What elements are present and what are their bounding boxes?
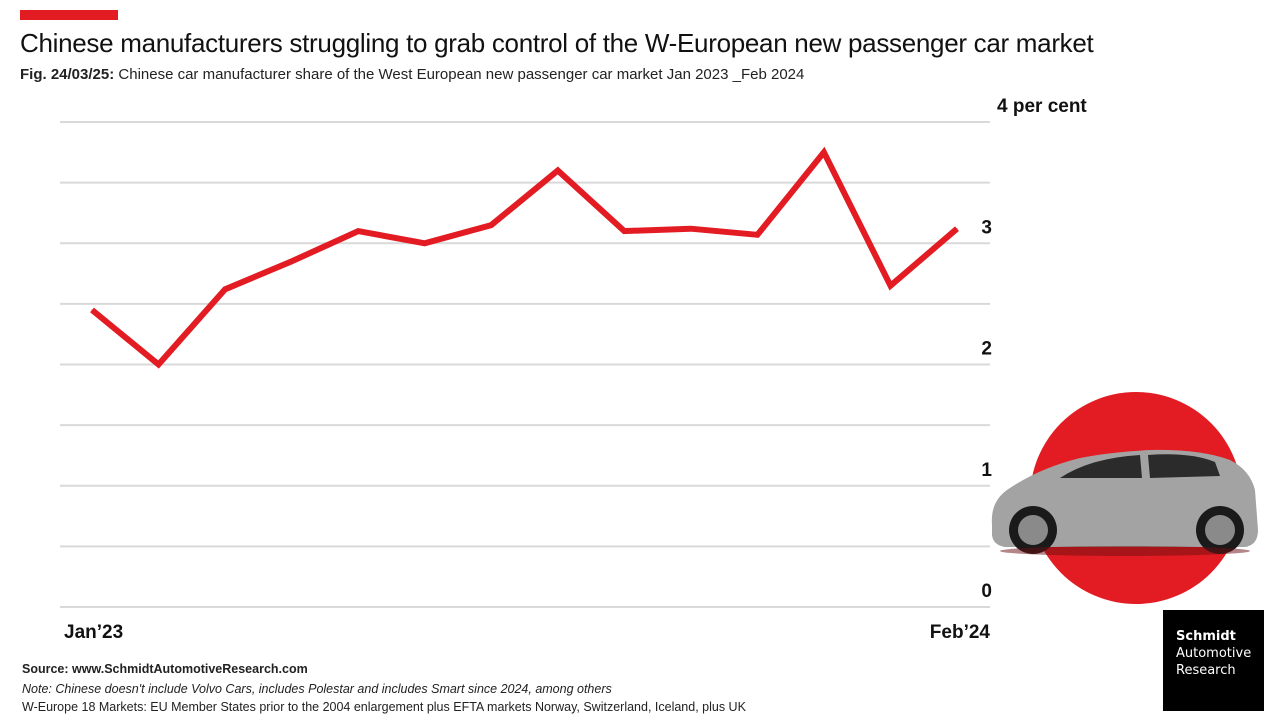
data-point	[490, 224, 492, 226]
chart-title: Chinese manufacturers struggling to grab…	[20, 28, 1094, 58]
subtitle-text: Chinese car manufacturer share of the We…	[118, 66, 805, 83]
accent-bar	[20, 10, 118, 20]
y-axis-labels: 0 1 2 3 4 per cent	[981, 96, 1087, 602]
series-layer	[90, 146, 959, 369]
data-point	[823, 151, 825, 153]
data-point	[623, 230, 625, 232]
y-tick-label: 0	[981, 581, 992, 602]
data-point	[424, 242, 426, 244]
data-point	[956, 228, 958, 230]
data-point	[889, 285, 891, 287]
logo-line-3: Research	[1176, 663, 1236, 678]
data-point	[224, 288, 226, 290]
y-tick-label: 2	[981, 339, 992, 360]
data-point	[357, 230, 359, 232]
x-tick-label: Jan’23	[64, 622, 123, 643]
data-point	[756, 234, 758, 236]
source-text: Source: www.SchmidtAutomotiveResearch.co…	[22, 662, 308, 676]
note-text: Note: Chinese doesn't include Volvo Cars…	[22, 682, 612, 696]
y-tick-label: 3	[981, 217, 992, 238]
car-icon	[991, 449, 1258, 556]
y-tick-label: 4 per cent	[997, 96, 1087, 117]
x-axis-labels: Jan’23 Feb’24	[64, 622, 990, 643]
figure-label: Fig. 24/03/25:	[20, 66, 115, 83]
y-tick-label: 1	[981, 460, 992, 481]
data-point	[291, 260, 293, 262]
logo-line-1: Schmidt	[1176, 629, 1236, 644]
car-illustration	[991, 392, 1258, 604]
markets-text: W-Europe 18 Markets: EU Member States pr…	[22, 700, 746, 714]
chart-subtitle: Fig. 24/03/25: Chinese car manufacturer …	[20, 66, 804, 83]
data-point	[91, 309, 93, 311]
data-point	[158, 364, 160, 365]
logo: Schmidt Automotive Research	[1163, 610, 1264, 711]
data-point	[690, 228, 692, 230]
series-line	[90, 146, 959, 369]
x-tick-label: Feb’24	[930, 622, 991, 643]
logo-line-2: Automotive	[1176, 646, 1252, 661]
data-point	[557, 170, 559, 171]
gridlines	[60, 121, 990, 608]
